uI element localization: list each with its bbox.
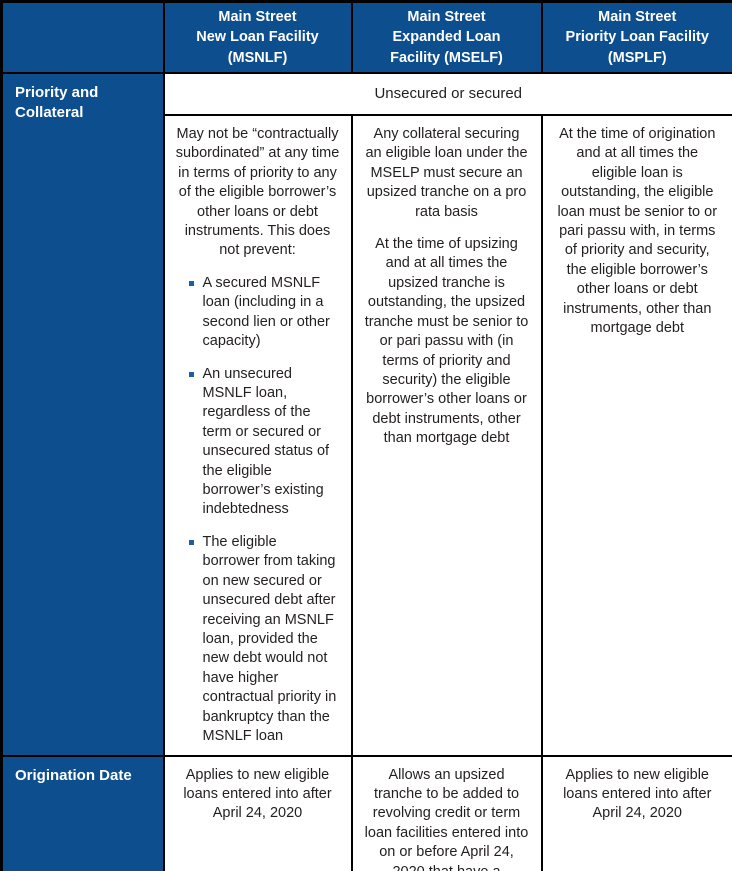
origination-mself-text-pre: Allows an upsized tranche to be added to… <box>364 766 529 871</box>
list-item: An unsecured MSNLF loan, regardless of t… <box>188 365 338 520</box>
priority-msplf-paragraph: At the time of origination and at all ti… <box>557 125 718 337</box>
origination-msplf-paragraph: Applies to new eligible loans entered in… <box>563 766 712 822</box>
priority-shared-value-cell: Unsecured or secured <box>162 71 732 116</box>
column-header-msplf: Main Street Priority Loan Facility (MSPL… <box>540 0 732 74</box>
list-item-text: An unsecured MSNLF loan, regardless of t… <box>202 365 330 518</box>
column-header-line: Main Street <box>218 9 297 25</box>
priority-mself-paragraph: Any collateral securing an eligible loan… <box>365 125 528 220</box>
origination-mself-paragraph: Allows an upsized tranche to be added to… <box>364 766 530 871</box>
priority-cell-mself: Any collateral securing an eligible loan… <box>350 113 543 757</box>
row-label-priority-and-collateral: Priority and Collateral <box>0 71 165 757</box>
column-header-line: (MSNLF) <box>227 49 288 66</box>
column-header-line: Facility (MSELF) <box>390 49 503 66</box>
priority-mself-paragraph: At the time of upsizing and at all times… <box>364 236 529 447</box>
column-header-line: Expanded Loan <box>392 29 501 46</box>
priority-detail-row: May not be “contractually subordinated” … <box>2 113 732 757</box>
header-corner-cell <box>0 0 165 74</box>
priority-msnlf-intro: May not be “contractually subordinated” … <box>175 125 340 259</box>
list-item-text: A secured MSNLF loan (including in a sec… <box>202 274 330 350</box>
origination-msnlf-paragraph: Applies to new eligible loans entered in… <box>183 766 332 822</box>
bullet-square-icon <box>188 371 194 377</box>
origination-date-row: Origination Date Applies to new eligible… <box>0 754 732 871</box>
column-header-mself: Main Street Expanded Loan Facility (MSEL… <box>350 0 543 74</box>
list-item: The eligible borrower from taking on new… <box>188 533 338 747</box>
priority-cell-msnlf: May not be “contractually subordinated” … <box>162 113 353 757</box>
header-row: Main Street New Loan Facility (MSNLF) Ma… <box>0 0 732 74</box>
list-item-text: The eligible borrower from taking on new… <box>202 533 337 745</box>
bullet-square-icon <box>188 280 194 286</box>
priority-cell-msplf: At the time of origination and at all ti… <box>540 113 732 757</box>
origination-cell-msplf: Applies to new eligible loans entered in… <box>540 754 732 871</box>
column-header-msnlf: Main Street New Loan Facility (MSNLF) <box>162 0 353 74</box>
column-header-line: Priority Loan Facility <box>565 29 709 46</box>
bullet-square-icon <box>188 539 194 545</box>
row-label-origination-date: Origination Date <box>0 754 165 871</box>
list-item: A secured MSNLF loan (including in a sec… <box>188 274 338 352</box>
origination-cell-mself: Allows an upsized tranche to be added to… <box>350 754 543 871</box>
column-header-line: Main Street <box>407 9 486 25</box>
column-header-line: Main Street <box>598 9 677 25</box>
priority-shared-row: Priority and Collateral Unsecured or sec… <box>0 71 732 757</box>
priority-msnlf-bullet-list: A secured MSNLF loan (including in a sec… <box>176 274 340 747</box>
origination-cell-msnlf: Applies to new eligible loans entered in… <box>162 754 353 871</box>
column-header-line: New Loan Facility <box>196 29 319 46</box>
column-header-line: (MSPLF) <box>607 49 667 66</box>
